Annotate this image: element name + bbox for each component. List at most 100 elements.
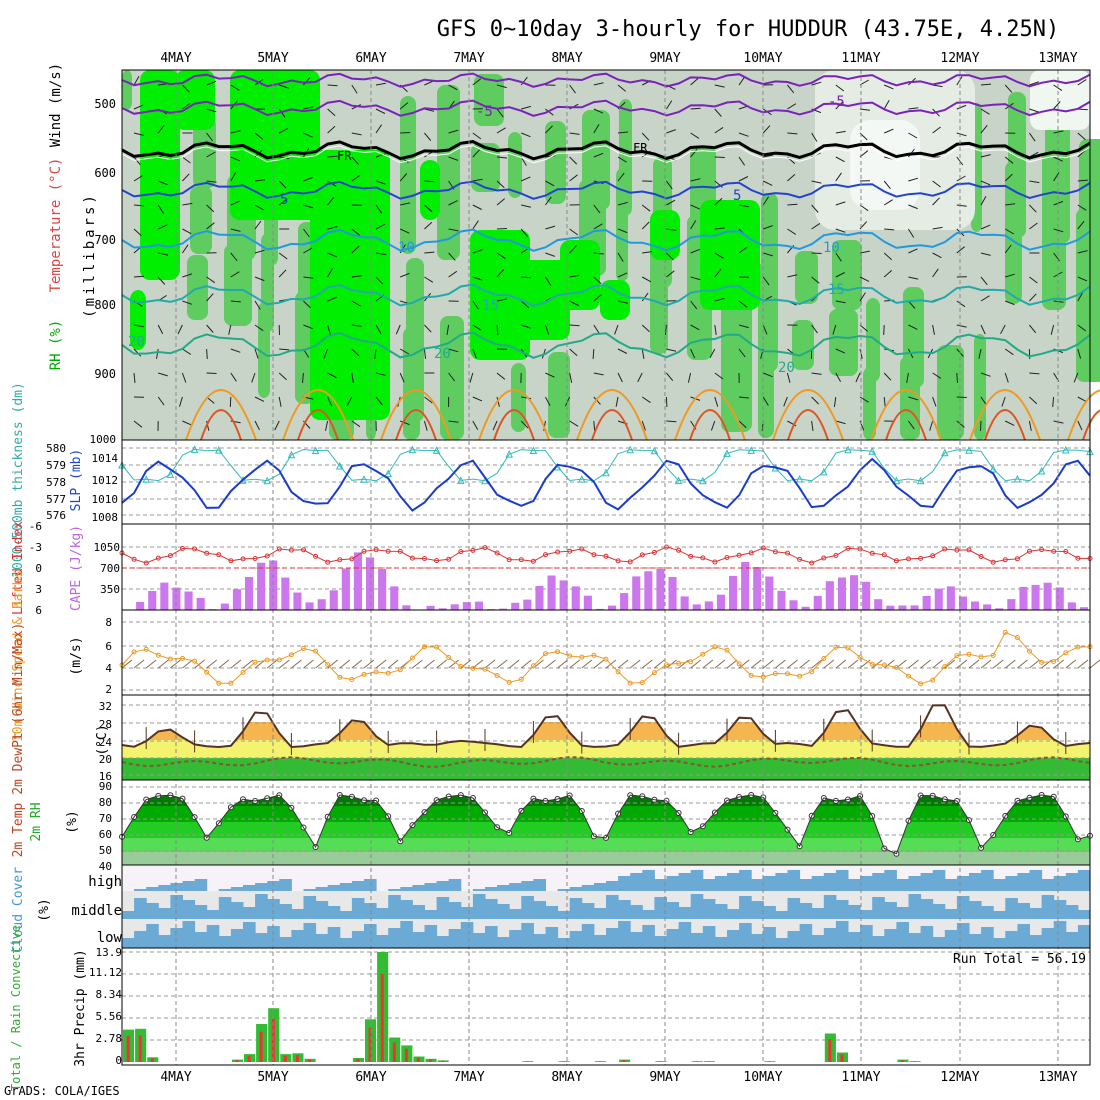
isotherm-25 xyxy=(1067,389,1100,441)
cloud-high-bar xyxy=(581,885,595,891)
wind-barb xyxy=(666,252,674,261)
wind-barb xyxy=(666,420,677,423)
date-label: 4MAY xyxy=(160,51,191,66)
wind-barb xyxy=(908,659,919,669)
date-label: 8MAY xyxy=(551,1070,582,1085)
wind-barb xyxy=(133,228,142,237)
wind-barb xyxy=(1005,300,1015,306)
wind-barb xyxy=(278,127,289,134)
wind-barb xyxy=(884,84,894,90)
cape-bar xyxy=(571,586,580,610)
wind-barb xyxy=(932,372,942,379)
cape-bar xyxy=(946,586,955,610)
ytick-label: 350 xyxy=(100,583,120,596)
wind-barb xyxy=(1029,108,1040,113)
cape-bar xyxy=(789,600,798,610)
wind-barb xyxy=(254,300,261,310)
wind-barb xyxy=(278,252,288,260)
wind10m-panel: 10m Wind Speed & Barbs (m/s) 8 6 4 2 xyxy=(11,570,1100,742)
cape-bar xyxy=(547,575,556,610)
cloud-middle-bar xyxy=(412,905,425,919)
precip-ylabel: 3hr Precip (mm) xyxy=(73,949,88,1066)
wind-barb xyxy=(932,396,937,407)
wind-barb xyxy=(666,228,677,231)
thickness-marker xyxy=(166,470,175,478)
cloud-low-bar xyxy=(497,937,510,948)
wind-barb xyxy=(738,204,749,208)
wind-barb xyxy=(206,372,217,374)
rh-medium-band xyxy=(616,168,628,282)
wind-barb xyxy=(980,108,990,115)
wind-barb xyxy=(327,84,338,87)
ytick-label: 70 xyxy=(99,812,112,825)
cloud-low-bar xyxy=(1017,924,1030,948)
wind-marker xyxy=(288,652,294,658)
wind-barb xyxy=(907,228,915,238)
wind-barb xyxy=(569,348,578,356)
cloud-middle-bar xyxy=(690,894,704,919)
wind-barb xyxy=(145,659,157,669)
wind-barb xyxy=(835,420,846,425)
rh-medium-band xyxy=(863,367,876,440)
wind-barb xyxy=(811,396,820,405)
date-label: 8MAY xyxy=(551,51,582,66)
cloud-high-bar xyxy=(1005,876,1018,891)
cloud-level-label: low xyxy=(97,930,123,946)
wind-barb xyxy=(811,252,822,254)
cloud-low-bar xyxy=(291,930,304,948)
wind-barb xyxy=(569,420,579,427)
wind-barb xyxy=(714,197,723,206)
date-label: 5MAY xyxy=(257,51,288,66)
wind-barb xyxy=(520,659,532,669)
ytick-label: 8.34 xyxy=(96,988,123,1001)
rh2m-panel: 2m RH (%) 90 80 70 60 50 40 xyxy=(29,780,1093,873)
slp-label: SLP (mb) xyxy=(69,449,84,512)
cape-bar xyxy=(608,605,617,610)
wind-barb xyxy=(593,124,600,134)
wind-barb xyxy=(637,372,643,383)
wind-barb xyxy=(327,296,337,302)
wind-barb xyxy=(448,659,460,669)
wind-barb xyxy=(1029,204,1037,213)
ytick-label: 6 xyxy=(105,640,112,653)
cape-bar xyxy=(583,595,592,610)
wind-barb xyxy=(832,324,837,335)
wind-barb xyxy=(182,659,193,669)
wind-barb xyxy=(1005,203,1016,206)
wind-barb xyxy=(544,324,550,335)
wind-barb xyxy=(157,124,165,134)
temp-grid xyxy=(122,704,1090,776)
cape-bar xyxy=(692,604,701,610)
thickness-label: 1000-500mb thickness (dm) xyxy=(11,382,26,578)
ytick-label: 1000 xyxy=(90,433,117,446)
wind-barb xyxy=(133,132,144,136)
precip-convective-bar xyxy=(562,1061,566,1062)
wind-barb xyxy=(666,199,676,206)
cloud-low-bar xyxy=(521,923,534,948)
wind-barb xyxy=(593,152,604,158)
freezing-level-line xyxy=(121,140,1091,161)
cloud-high-bar xyxy=(533,879,546,891)
wind-barb xyxy=(908,300,916,309)
ytick-label: 1014 xyxy=(92,452,119,465)
wind-barb xyxy=(182,273,193,278)
wind-barb xyxy=(230,372,237,382)
wind-barb xyxy=(855,372,861,383)
cloud-low-bar xyxy=(1053,921,1067,948)
date-label: 13MAY xyxy=(1038,51,1077,66)
wind-barb xyxy=(569,324,580,327)
wind-barb xyxy=(399,228,410,234)
wind-barb xyxy=(980,420,982,432)
cloud-middle-bar xyxy=(424,910,438,919)
wind-barb xyxy=(884,228,895,231)
wind-barb xyxy=(303,247,313,254)
cloud-low-bar xyxy=(545,927,559,948)
wind-barb xyxy=(508,659,520,669)
cloud-high-bar xyxy=(243,885,256,891)
wind-barb xyxy=(823,659,835,669)
wind-barb xyxy=(956,372,958,384)
wind-barb xyxy=(448,84,458,91)
cloud-low-bar xyxy=(460,922,474,948)
cloud-high-bar xyxy=(569,887,583,891)
wind-barb xyxy=(496,298,507,302)
